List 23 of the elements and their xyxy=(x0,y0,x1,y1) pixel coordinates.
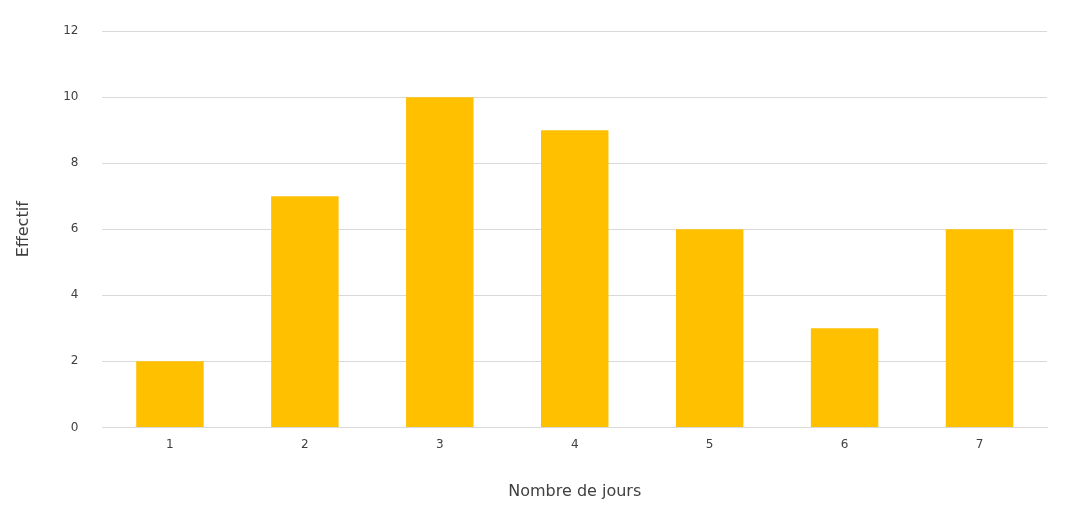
y-axis-title: Effectif xyxy=(12,200,32,258)
bar xyxy=(810,328,879,427)
y-tick-label: 6 xyxy=(70,221,79,236)
x-tick-label: 4 xyxy=(570,436,579,451)
x-tick-label: 7 xyxy=(975,436,984,451)
y-tick-label: 10 xyxy=(63,89,79,104)
x-tick-label: 3 xyxy=(435,436,444,451)
y-tick-label: 12 xyxy=(63,23,79,38)
y-tick-label: 0 xyxy=(70,419,79,434)
y-tick-label: 4 xyxy=(70,287,79,302)
x-axis-title: Nombre de jours xyxy=(508,480,642,500)
bar xyxy=(541,130,609,427)
bar xyxy=(675,229,744,427)
x-tick-label: 1 xyxy=(166,436,174,451)
x-tick-label: 5 xyxy=(705,436,714,451)
bar xyxy=(406,97,474,427)
y-tick-label: 8 xyxy=(70,155,79,170)
bar xyxy=(945,229,1014,427)
bar xyxy=(136,361,204,427)
x-tick-label: 2 xyxy=(301,436,309,451)
x-tick-label: 6 xyxy=(840,436,849,451)
bar xyxy=(271,196,339,427)
y-tick-label: 2 xyxy=(70,353,79,368)
